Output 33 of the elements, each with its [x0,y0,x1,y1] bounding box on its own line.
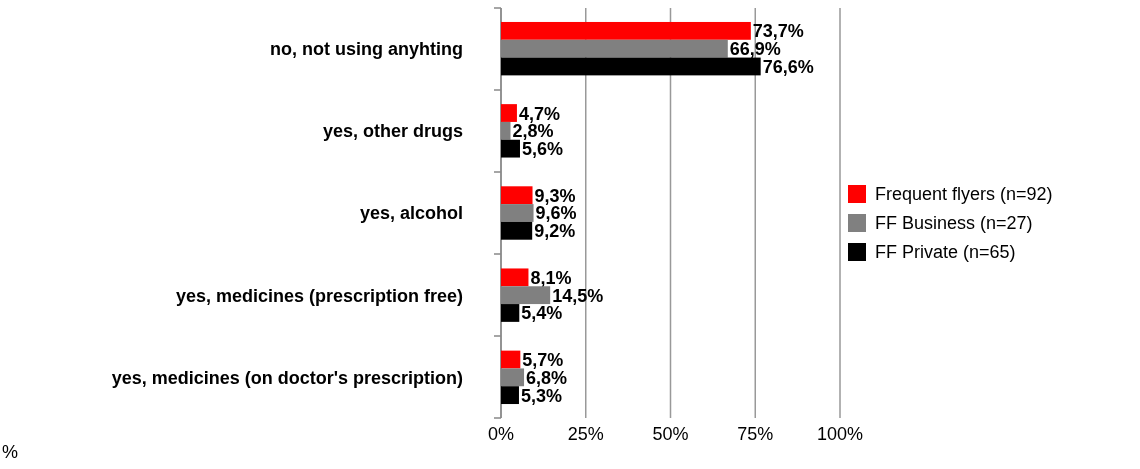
data-label: 4,7% [518,103,560,124]
y-tick-label: no, not using anyhting [270,39,463,60]
bar [501,104,517,122]
legend-label: Frequent flyers (n=92) [875,184,1053,205]
x-tick-label: 75% [737,424,774,444]
bar [501,386,519,405]
legend-label: FF Business (n=27) [875,213,1033,234]
x-tick-label: 25% [567,424,604,444]
bar [501,186,533,205]
bar [501,221,533,240]
x-tick-label: 50% [652,424,689,444]
bar [501,350,521,369]
data-label: 8,1% [530,267,572,288]
data-label: 73,7% [752,21,804,42]
y-tick-label: yes, other drugs [322,121,463,142]
x-tick-label: 100% [816,424,864,444]
bar [501,139,520,158]
data-label: 5,4% [521,303,563,324]
data-label: 14,5% [552,285,604,306]
y-tick-label: yes, alcohol [359,203,463,224]
bar [501,21,751,40]
legend-label: FF Private (n=65) [875,242,1016,263]
x-tick-label: 0% [487,424,515,444]
bar [501,268,529,287]
data-label: 5,7% [522,350,564,371]
data-label: 9,2% [534,221,576,242]
data-label: 9,3% [534,185,576,206]
y-tick-label: yes, medicines (prescription free) [175,285,463,306]
y-tick-label: yes, medicines (on doctor's prescription) [111,367,463,388]
bar [501,304,520,322]
text: % [2,442,19,462]
bar [501,57,761,76]
data-label: 5,6% [521,139,564,160]
